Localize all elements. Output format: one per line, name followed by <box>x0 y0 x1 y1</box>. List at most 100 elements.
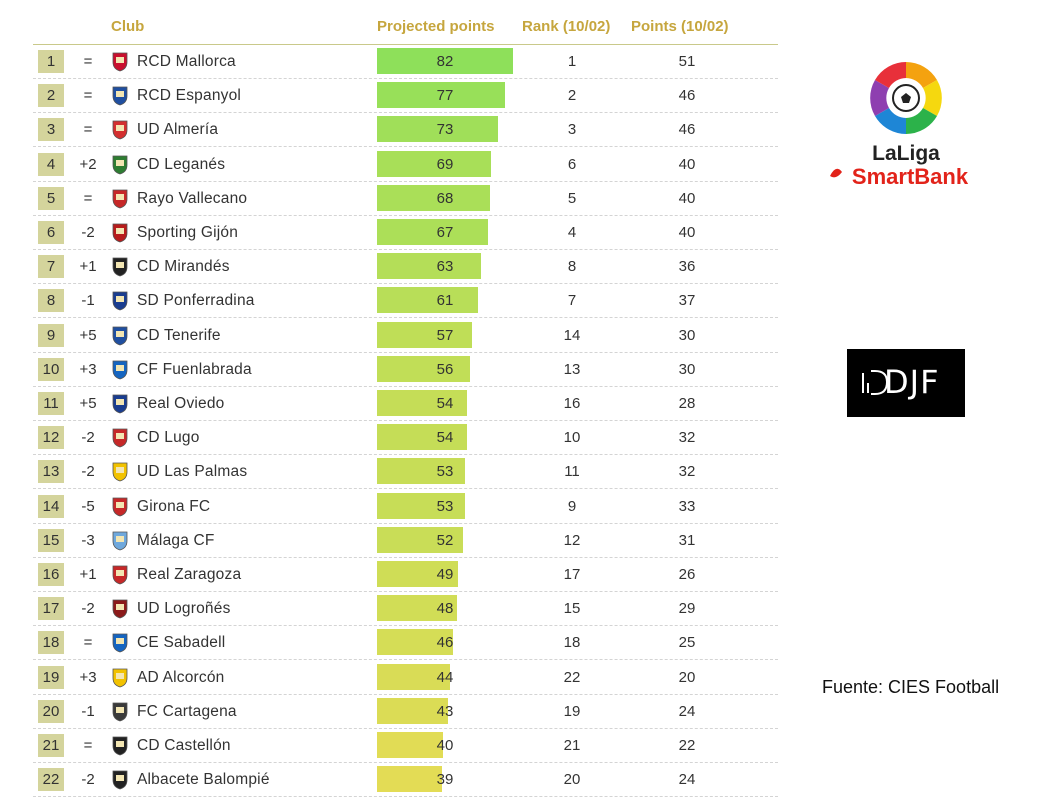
club-name: CE Sabadell <box>137 634 226 652</box>
position-change: = <box>83 53 93 70</box>
club-crest-icon <box>112 702 128 722</box>
table-row: 4 +2 CD Leganés 69 6 40 <box>33 148 778 182</box>
table-row: 13 -2 UD Las Palmas 53 11 32 <box>33 455 778 490</box>
current-points: 40 <box>678 189 696 207</box>
club-crest-icon <box>112 223 128 243</box>
position-change: -2 <box>81 600 95 618</box>
current-points: 24 <box>678 702 696 720</box>
current-points: 31 <box>678 531 696 549</box>
club-name: FC Cartagena <box>137 702 237 720</box>
table-header: Club Projected points Rank (10/02) Point… <box>33 0 778 45</box>
projected-points-bar <box>377 82 505 109</box>
club-crest-icon <box>112 531 128 551</box>
club-crest-icon <box>112 155 128 175</box>
club-crest-icon <box>112 326 128 346</box>
position-change: = <box>83 189 93 207</box>
table-row: 11 +5 Real Oviedo 54 16 28 <box>33 387 778 421</box>
current-rank: 12 <box>563 531 581 549</box>
position-badge: 14 <box>38 494 64 518</box>
position-badge: 13 <box>38 460 64 484</box>
current-points: 46 <box>678 87 696 105</box>
club-name: Real Oviedo <box>137 395 225 412</box>
club-crest-icon <box>112 599 128 619</box>
position-change: -2 <box>81 771 95 789</box>
club-crest-icon <box>112 565 128 585</box>
current-rank: 18 <box>563 634 581 652</box>
current-rank: 9 <box>567 497 577 515</box>
projected-points-value: 40 <box>436 737 454 754</box>
projected-points-bar <box>377 697 449 724</box>
position-change: -5 <box>81 497 95 515</box>
club-name: Málaga CF <box>137 531 215 549</box>
current-rank: 6 <box>567 155 577 173</box>
standings-table: Club Projected points Rank (10/02) Point… <box>33 0 778 798</box>
position-change: -1 <box>81 702 95 720</box>
current-rank: 3 <box>567 121 577 139</box>
club-crest-icon <box>112 462 128 482</box>
club-name: Real Zaragoza <box>137 566 242 583</box>
club-name: Sporting Gijón <box>137 224 239 241</box>
club-crest-icon <box>112 120 128 140</box>
projected-points-bar <box>377 732 444 758</box>
current-points: 46 <box>678 121 696 139</box>
projected-points-value: 52 <box>436 531 454 549</box>
position-badge: 6 <box>38 221 64 244</box>
table-row: 5 = Rayo Vallecano 68 5 40 <box>33 182 778 216</box>
current-rank: 13 <box>563 360 581 378</box>
club-name: CD Castellón <box>137 737 231 754</box>
position-change: = <box>83 737 93 754</box>
projected-points-bar <box>377 561 459 587</box>
projected-points-bar <box>377 390 467 416</box>
table-row: 18 = CE Sabadell 46 18 25 <box>33 626 778 661</box>
current-rank: 1 <box>567 53 577 70</box>
projected-points-bar <box>377 458 465 485</box>
position-badge: 10 <box>38 357 64 381</box>
table-row: 21 = CD Castellón 40 21 22 <box>33 729 778 763</box>
club-name: AD Alcorcón <box>137 668 225 686</box>
position-badge: 7 <box>38 255 64 279</box>
current-rank: 4 <box>567 224 577 241</box>
club-name: UD Las Palmas <box>137 463 248 481</box>
current-rank: 8 <box>567 258 577 276</box>
position-change: -2 <box>81 224 95 241</box>
projected-points-bar <box>377 253 482 280</box>
position-badge: 20 <box>38 699 64 723</box>
projected-points-value: 56 <box>436 360 454 378</box>
current-rank: 10 <box>563 429 581 447</box>
current-rank: 2 <box>567 87 577 105</box>
position-badge: 18 <box>38 631 64 655</box>
club-crest-icon <box>112 360 128 380</box>
projected-points-bar <box>377 492 465 519</box>
table-row: 1 = RCD Mallorca 82 1 51 <box>33 45 778 79</box>
position-badge: 8 <box>38 289 64 313</box>
current-rank: 14 <box>563 326 581 344</box>
projected-points-value: 39 <box>436 771 454 789</box>
current-rank: 5 <box>567 189 577 207</box>
club-crest-icon <box>112 633 128 653</box>
projected-points-value: 63 <box>436 258 454 276</box>
position-badge: 15 <box>38 528 64 552</box>
position-change: = <box>83 87 93 105</box>
position-change: +2 <box>79 155 97 173</box>
current-points: 25 <box>678 634 696 652</box>
club-crest-icon <box>112 86 128 106</box>
table-row: 7 +1 CD Mirandés 63 8 36 <box>33 250 778 285</box>
projected-points-value: 77 <box>436 87 454 105</box>
current-rank: 17 <box>563 566 581 583</box>
projected-points-bar <box>377 321 472 348</box>
position-badge: 1 <box>38 50 64 73</box>
position-change: +3 <box>79 668 97 686</box>
club-name: CF Fuenlabrada <box>137 360 252 378</box>
table-row: 6 -2 Sporting Gijón 67 4 40 <box>33 216 778 250</box>
projected-points-value: 53 <box>436 497 454 515</box>
table-row: 10 +3 CF Fuenlabrada 56 13 30 <box>33 353 778 387</box>
current-points: 30 <box>678 326 696 344</box>
current-points: 22 <box>678 737 696 754</box>
current-rank: 21 <box>563 737 581 754</box>
laliga-smartbank-logo: LaLiga SmartBank <box>830 62 969 189</box>
djf-logo: DJF <box>847 349 965 417</box>
club-name: Girona FC <box>137 497 211 515</box>
position-change: -2 <box>81 429 95 447</box>
club-name: CD Tenerife <box>137 326 221 344</box>
projected-points-bar <box>377 48 513 74</box>
